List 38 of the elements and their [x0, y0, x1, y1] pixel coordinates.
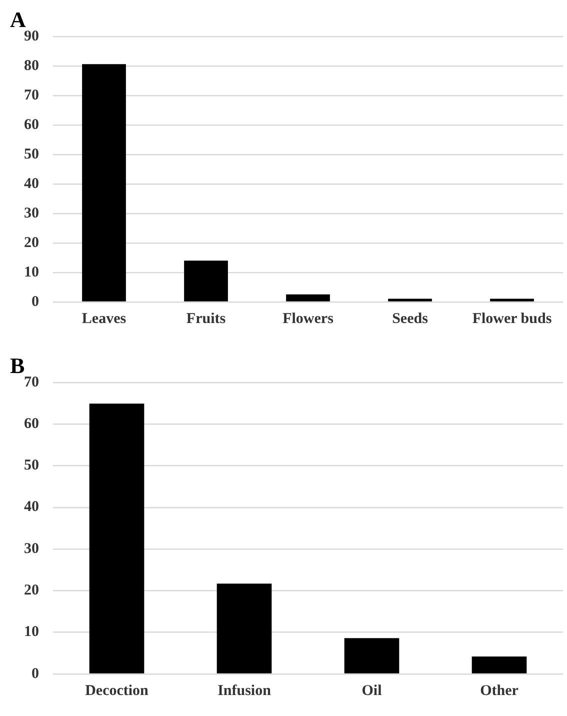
y-tick-label: 0 — [32, 666, 39, 682]
y-tick-label: 20 — [24, 234, 39, 251]
y-tick-label: 80 — [24, 58, 39, 74]
x-tick-label: Flower buds — [472, 310, 552, 327]
bar — [89, 404, 144, 674]
x-tick-label: Oil — [362, 682, 382, 699]
y-tick-label: 0 — [32, 294, 39, 310]
y-tick-label: 50 — [24, 458, 39, 474]
x-tick-label: Leaves — [82, 310, 126, 327]
y-tick-label: 20 — [24, 582, 39, 599]
y-tick-label: 60 — [24, 116, 39, 133]
y-tick-label: 70 — [24, 87, 39, 104]
y-tick-label: 40 — [24, 176, 39, 192]
x-tick-label: Fruits — [186, 310, 226, 327]
bar — [490, 298, 534, 302]
x-tick-label: Decoction — [85, 682, 150, 699]
chart-title: A — [10, 6, 26, 32]
y-tick-label: 40 — [24, 499, 39, 516]
x-tick-label: Infusion — [218, 682, 272, 699]
x-tick-label: Other — [480, 682, 519, 699]
bar — [286, 294, 330, 302]
bar — [388, 298, 432, 302]
chart-title: B — [10, 352, 25, 378]
bar — [82, 64, 126, 302]
bar — [184, 260, 228, 302]
y-tick-label: 50 — [24, 146, 39, 162]
bar — [472, 656, 527, 674]
y-tick-label: 10 — [24, 624, 39, 640]
x-tick-label: Seeds — [392, 310, 428, 327]
x-tick-label: Flowers — [282, 310, 334, 327]
y-tick-label: 30 — [24, 540, 39, 557]
y-tick-label: 30 — [24, 205, 39, 222]
bar — [344, 638, 400, 674]
y-tick-label: 70 — [24, 374, 39, 390]
bar — [216, 584, 272, 674]
y-tick-label: 10 — [24, 264, 39, 280]
y-tick-label: 90 — [24, 28, 39, 44]
y-tick-label: 60 — [24, 416, 39, 432]
